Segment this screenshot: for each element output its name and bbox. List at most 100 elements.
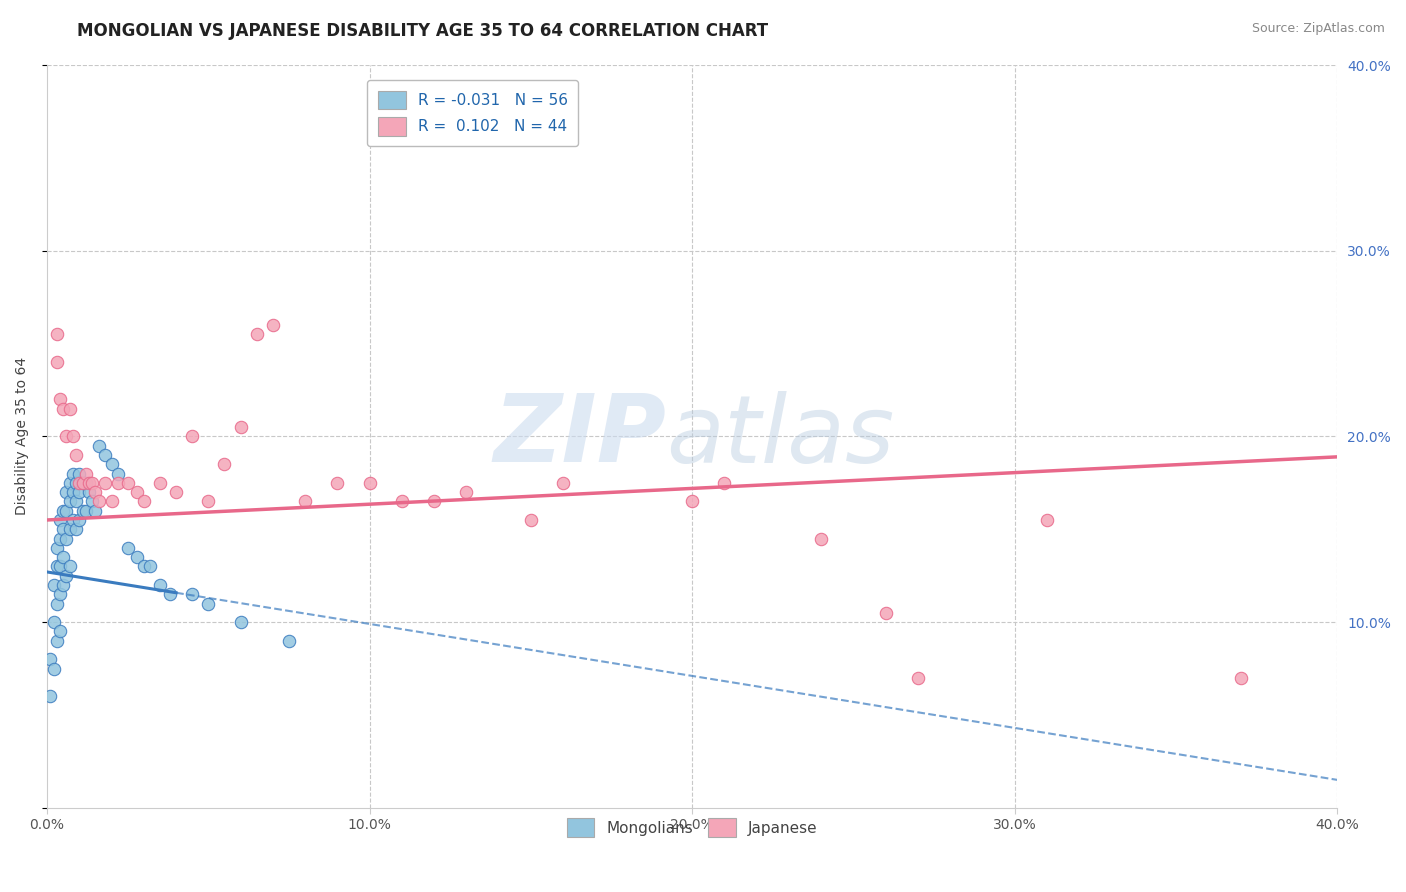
Point — [59, 475, 82, 490]
Point — [810, 532, 832, 546]
Point — [75, 504, 97, 518]
Text: atlas: atlas — [666, 391, 894, 482]
Point — [39, 690, 62, 704]
Point — [391, 494, 413, 508]
Point — [1036, 513, 1059, 527]
Point — [229, 420, 252, 434]
Point — [42, 578, 65, 592]
Point — [907, 671, 929, 685]
Point — [214, 457, 236, 471]
Point — [359, 475, 381, 490]
Point — [159, 587, 181, 601]
Point — [55, 532, 77, 546]
Point — [127, 485, 149, 500]
Point — [520, 513, 543, 527]
Point — [62, 513, 84, 527]
Point — [278, 633, 301, 648]
Point — [681, 494, 703, 508]
Point — [127, 550, 149, 565]
Point — [65, 448, 87, 462]
Point — [82, 494, 104, 508]
Point — [100, 457, 122, 471]
Point — [423, 494, 446, 508]
Point — [72, 475, 94, 490]
Point — [326, 475, 349, 490]
Point — [87, 439, 110, 453]
Point — [82, 475, 104, 490]
Point — [181, 587, 204, 601]
Point — [59, 559, 82, 574]
Point — [67, 475, 90, 490]
Point — [117, 541, 139, 555]
Point — [67, 513, 90, 527]
Point — [62, 429, 84, 443]
Point — [65, 522, 87, 536]
Point — [229, 615, 252, 629]
Point — [39, 652, 62, 666]
Point — [100, 494, 122, 508]
Point — [149, 475, 172, 490]
Point — [45, 597, 67, 611]
Point — [197, 597, 219, 611]
Point — [107, 475, 129, 490]
Legend: Mongolians, Japanese: Mongolians, Japanese — [560, 811, 825, 845]
Point — [456, 485, 478, 500]
Point — [62, 467, 84, 481]
Point — [45, 559, 67, 574]
Point — [165, 485, 187, 500]
Point — [72, 475, 94, 490]
Point — [67, 485, 90, 500]
Point — [87, 494, 110, 508]
Text: ZIP: ZIP — [494, 391, 666, 483]
Point — [84, 504, 107, 518]
Point — [197, 494, 219, 508]
Point — [875, 606, 897, 620]
Point — [132, 559, 155, 574]
Point — [553, 475, 575, 490]
Point — [55, 429, 77, 443]
Point — [117, 475, 139, 490]
Point — [45, 355, 67, 369]
Point — [65, 475, 87, 490]
Point — [713, 475, 735, 490]
Point — [55, 568, 77, 582]
Point — [72, 504, 94, 518]
Point — [262, 318, 284, 332]
Point — [62, 485, 84, 500]
Point — [94, 475, 117, 490]
Point — [52, 550, 75, 565]
Point — [49, 392, 72, 407]
Point — [84, 485, 107, 500]
Point — [49, 624, 72, 639]
Point — [52, 578, 75, 592]
Point — [49, 587, 72, 601]
Y-axis label: Disability Age 35 to 64: Disability Age 35 to 64 — [15, 358, 30, 516]
Point — [75, 475, 97, 490]
Point — [42, 661, 65, 675]
Point — [59, 494, 82, 508]
Point — [52, 401, 75, 416]
Point — [59, 401, 82, 416]
Point — [45, 327, 67, 342]
Point — [65, 494, 87, 508]
Text: MONGOLIAN VS JAPANESE DISABILITY AGE 35 TO 64 CORRELATION CHART: MONGOLIAN VS JAPANESE DISABILITY AGE 35 … — [77, 22, 769, 40]
Point — [52, 504, 75, 518]
Point — [77, 485, 100, 500]
Point — [55, 504, 77, 518]
Point — [55, 485, 77, 500]
Point — [59, 522, 82, 536]
Point — [52, 522, 75, 536]
Text: Source: ZipAtlas.com: Source: ZipAtlas.com — [1251, 22, 1385, 36]
Point — [1229, 671, 1251, 685]
Point — [45, 633, 67, 648]
Point — [67, 467, 90, 481]
Point — [132, 494, 155, 508]
Point — [45, 541, 67, 555]
Point — [107, 467, 129, 481]
Point — [42, 615, 65, 629]
Point — [77, 475, 100, 490]
Point — [49, 532, 72, 546]
Point — [94, 448, 117, 462]
Point — [294, 494, 316, 508]
Point — [49, 559, 72, 574]
